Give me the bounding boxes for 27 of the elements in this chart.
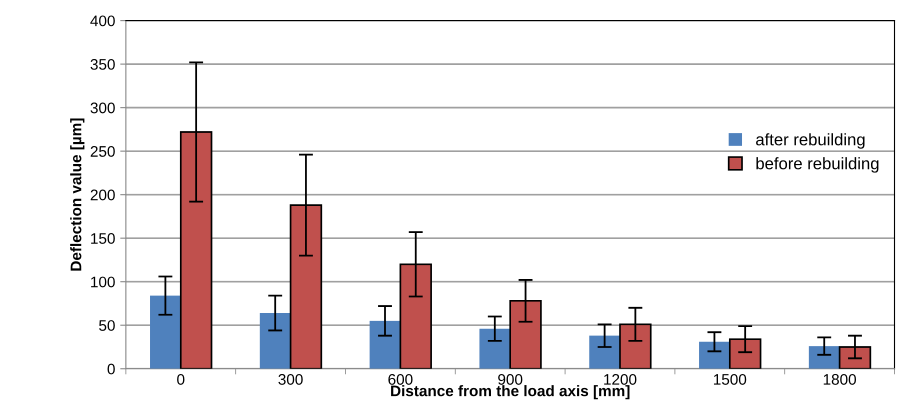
x-tick-label: 300 [278,374,303,385]
x-tick-label: 900 [498,374,522,385]
legend-label: after rebuilding [756,133,865,149]
bar [589,336,620,369]
y-tick-label: 100 [91,276,115,288]
x-tick-label: 1200 [604,374,636,385]
x-tick-label: 1500 [714,374,746,385]
bar [150,296,181,369]
y-tick-label: 350 [90,58,115,70]
x-tick-label: 0 [177,374,184,385]
x-tick-label: 1800 [824,374,856,385]
y-tick-label: 250 [90,146,115,157]
bar [808,346,840,369]
bar [699,342,730,369]
y-tick-label: 200 [90,190,115,200]
bar [260,313,291,369]
y-tick-label: 300 [90,102,115,114]
x-tick-label: 600 [388,374,413,385]
y-tick-label: 150 [91,233,115,244]
bar [479,328,510,369]
y-axis-title: Deflection value [µm] [70,118,84,271]
y-tick-label: 50 [99,320,115,331]
x-axis-title: Distance from the load axis [mm] [391,385,630,400]
y-tick-label: 0 [108,364,115,374]
legend-label: before rebuilding [756,157,878,173]
y-tick-label: 400 [90,15,115,26]
bar [370,320,400,369]
